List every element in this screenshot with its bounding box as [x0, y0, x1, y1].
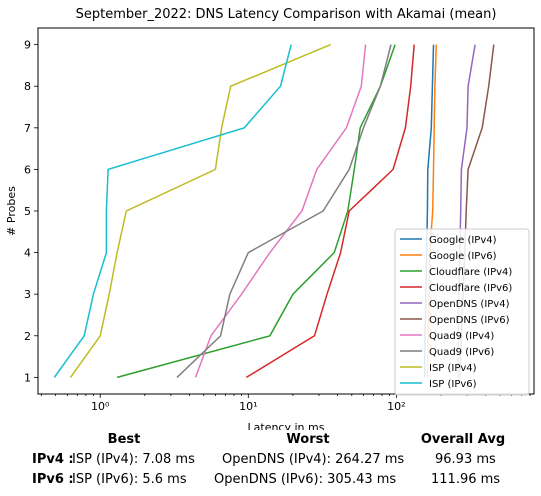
legend: Google (IPv4) Google (IPv6) Cloudflare (IP…: [394, 228, 530, 396]
legend-label-quad9-ipv6: Quad9 (IPv6): [429, 347, 494, 358]
series-line-cloudflare-ipv4: [116, 44, 396, 379]
y-tick-label: 6: [24, 163, 31, 176]
ipv4-worst: OpenDNS (IPv4): 264.27 ms: [222, 452, 405, 467]
worst-header: Worst: [286, 432, 330, 447]
series-line-quad9-ipv6: [176, 44, 392, 378]
ipv4-avg: 96.93 ms: [435, 452, 496, 467]
chart-title: September_2022: DNS Latency Comparison w…: [76, 7, 497, 22]
legend-label-isp-ipv4: ISP (IPv4): [429, 363, 477, 374]
legend-label-google-ipv4: Google (IPv4): [429, 235, 497, 246]
y-axis-label: # Probes: [5, 186, 18, 236]
y-tick-label: 3: [24, 288, 31, 301]
legend-label-cloudflare-ipv4: Cloudflare (IPv4): [429, 267, 512, 278]
x-tick-label: 10²: [387, 400, 405, 413]
axis-ticks: 10⁰ 10¹ 10² 1 2 3 4 5 6 7 8 9: [24, 39, 531, 413]
ipv6-best: ISP (IPv6): 5.6 ms: [72, 472, 187, 487]
y-tick-label: 4: [24, 247, 31, 260]
legend-label-isp-ipv6: ISP (IPv6): [429, 379, 477, 390]
series-line-cloudflare-ipv6: [245, 44, 415, 379]
series-line-quad9-ipv4: [194, 44, 367, 378]
legend-label-cloudflare-ipv6: Cloudflare (IPv6): [429, 283, 512, 294]
ipv6-avg: 111.96 ms: [431, 472, 501, 487]
y-tick-label: 8: [24, 80, 31, 93]
best-header: Best: [107, 432, 141, 447]
ipv4-row-label: IPv4 :: [32, 452, 74, 467]
legend-label-opendns-ipv4: OpenDNS (IPv4): [429, 299, 510, 310]
summary-table: Best Worst Overall Avg IPv4 : ISP (IPv4)…: [0, 430, 541, 492]
x-tick-label: 10⁰: [91, 400, 110, 413]
x-tick-label: 10¹: [239, 400, 257, 413]
ipv6-row-label: IPv6 :: [32, 472, 74, 487]
legend-label-quad9-ipv4: Quad9 (IPv4): [429, 331, 494, 342]
y-tick-label: 1: [24, 371, 31, 384]
y-tick-label: 2: [24, 330, 31, 343]
series-line-isp-ipv6: [53, 44, 292, 378]
y-tick-label: 7: [24, 122, 31, 135]
legend-label-opendns-ipv6: OpenDNS (IPv6): [429, 315, 510, 326]
legend-box: [394, 228, 530, 396]
y-tick-label: 5: [24, 205, 31, 218]
avg-header: Overall Avg: [420, 432, 506, 447]
y-tick-label: 9: [24, 39, 31, 52]
series-line-isp-ipv4: [69, 43, 331, 378]
ipv6-worst: OpenDNS (IPv6): 305.43 ms: [214, 472, 397, 487]
latency-chart: September_2022: DNS Latency Comparison w…: [5, 7, 535, 430]
x-axis-label: Latency in ms: [248, 421, 325, 430]
legend-label-google-ipv6: Google (IPv6): [429, 251, 497, 262]
ipv4-best: ISP (IPv4): 7.08 ms: [72, 452, 195, 467]
